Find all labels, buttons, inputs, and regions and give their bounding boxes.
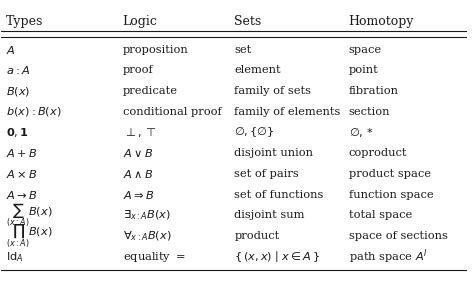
Text: proposition: proposition — [123, 45, 188, 55]
Text: $\{\,(x,x)\mid x \in A\,\}$: $\{\,(x,x)\mid x \in A\,\}$ — [235, 249, 320, 264]
Text: $\bot, \top$: $\bot, \top$ — [123, 126, 156, 139]
Text: Homotopy: Homotopy — [348, 15, 414, 28]
Text: $\emptyset, \{\emptyset\}$: $\emptyset, \{\emptyset\}$ — [235, 126, 275, 139]
Text: $a:A$: $a:A$ — [6, 64, 30, 76]
Text: $B(x)$: $B(x)$ — [6, 85, 30, 98]
Text: $A \vee B$: $A \vee B$ — [123, 147, 153, 159]
Text: $\prod_{(x:A)} B(x)$: $\prod_{(x:A)} B(x)$ — [6, 222, 53, 250]
Text: total space: total space — [348, 210, 412, 220]
Text: proof: proof — [123, 65, 153, 76]
Text: $A+B$: $A+B$ — [6, 147, 37, 159]
Text: product: product — [235, 231, 280, 241]
Text: point: point — [348, 65, 378, 76]
Text: disjoint sum: disjoint sum — [235, 210, 305, 220]
Text: Sets: Sets — [235, 15, 262, 28]
Text: path space $A^I$: path space $A^I$ — [348, 247, 428, 266]
Text: element: element — [235, 65, 281, 76]
Text: $A$: $A$ — [6, 44, 16, 56]
Text: disjoint union: disjoint union — [235, 148, 313, 158]
Text: function space: function space — [348, 190, 433, 200]
Text: section: section — [348, 107, 390, 117]
Text: $\exists_{x:A} B(x)$: $\exists_{x:A} B(x)$ — [123, 208, 171, 222]
Text: family of sets: family of sets — [235, 86, 311, 96]
Text: fibration: fibration — [348, 86, 399, 96]
Text: $\mathbf{0}, \mathbf{1}$: $\mathbf{0}, \mathbf{1}$ — [6, 126, 29, 139]
Text: coproduct: coproduct — [348, 148, 407, 158]
Text: Logic: Logic — [123, 15, 157, 28]
Text: conditional proof: conditional proof — [123, 107, 221, 117]
Text: $A \Rightarrow B$: $A \Rightarrow B$ — [123, 189, 154, 201]
Text: set: set — [235, 45, 252, 55]
Text: $A \rightarrow B$: $A \rightarrow B$ — [6, 189, 37, 201]
Text: Types: Types — [6, 15, 44, 28]
Text: $\sum_{(x:A)} B(x)$: $\sum_{(x:A)} B(x)$ — [6, 202, 53, 229]
Text: $A \times B$: $A \times B$ — [6, 168, 37, 180]
Text: $\mathrm{Id}_A$: $\mathrm{Id}_A$ — [6, 250, 24, 264]
Text: product space: product space — [348, 169, 430, 179]
Text: set of pairs: set of pairs — [235, 169, 299, 179]
Text: $A \wedge B$: $A \wedge B$ — [123, 168, 153, 180]
Text: space: space — [348, 45, 382, 55]
Text: $\emptyset, *$: $\emptyset, *$ — [348, 126, 374, 139]
Text: set of functions: set of functions — [235, 190, 324, 200]
Text: $b(x):B(x)$: $b(x):B(x)$ — [6, 105, 62, 118]
Text: predicate: predicate — [123, 86, 178, 96]
Text: space of sections: space of sections — [348, 231, 447, 241]
Text: equality $=$: equality $=$ — [123, 250, 185, 264]
Text: family of elements: family of elements — [235, 107, 341, 117]
Text: $\forall_{x:A} B(x)$: $\forall_{x:A} B(x)$ — [123, 229, 171, 243]
